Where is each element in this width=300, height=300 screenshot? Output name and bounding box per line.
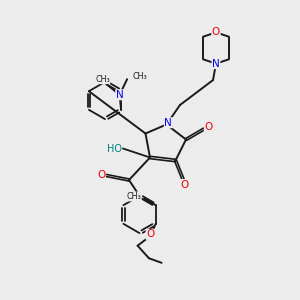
Text: N: N <box>212 58 220 69</box>
Text: O: O <box>212 27 220 38</box>
Text: CH₃: CH₃ <box>133 72 147 81</box>
Text: CH₃: CH₃ <box>127 192 141 201</box>
Text: O: O <box>97 170 105 181</box>
Text: O: O <box>146 229 154 239</box>
Text: CH₃: CH₃ <box>95 75 110 84</box>
Text: O: O <box>180 179 188 190</box>
Text: N: N <box>116 90 124 100</box>
Text: O: O <box>204 122 213 132</box>
Text: N: N <box>164 118 172 128</box>
Text: HO: HO <box>106 143 122 154</box>
